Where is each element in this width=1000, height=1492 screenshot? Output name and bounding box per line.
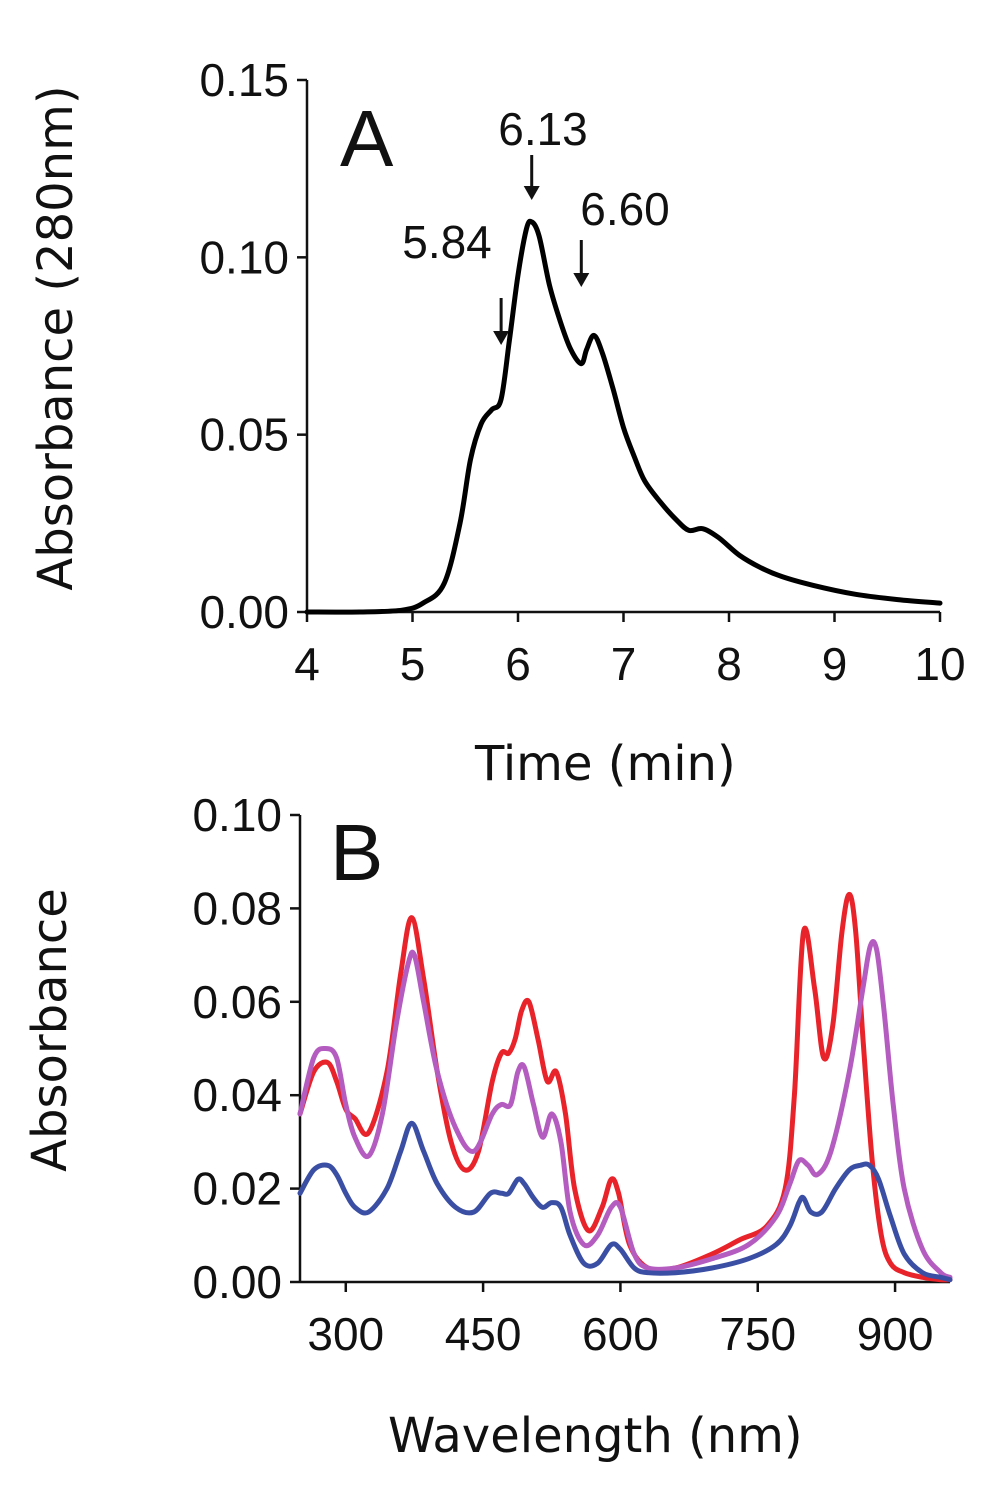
x-tick-label: 10: [914, 638, 965, 690]
peak-arrow-head: [493, 331, 510, 345]
y-tick-label: 0.15: [199, 54, 289, 106]
panel-a-letter: A: [340, 94, 394, 183]
y-tick-label: 0.08: [192, 882, 282, 934]
peak-annotation-label: 5.84: [402, 216, 492, 268]
peak-arrow-head: [573, 273, 590, 287]
y-tick-label: 0.05: [199, 409, 289, 461]
x-tick-label: 300: [307, 1308, 384, 1360]
y-tick-label: 0.04: [192, 1069, 282, 1121]
y-tick-label: 0.10: [192, 789, 282, 841]
x-tick-label: 750: [719, 1308, 796, 1360]
series-line-2: [297, 939, 953, 1280]
x-tick-label: 9: [822, 638, 848, 690]
series-line-1: [304, 218, 943, 615]
y-tick-label: 0.00: [192, 1256, 282, 1308]
panel-a-y-axis-title: Absorbance (280nm): [28, 85, 84, 590]
x-tick-label: 900: [857, 1308, 934, 1360]
peak-annotation-label: 6.60: [580, 183, 670, 235]
x-tick-label: 8: [716, 638, 742, 690]
x-tick-label: 600: [582, 1308, 659, 1360]
y-tick-label: 0.06: [192, 976, 282, 1028]
x-tick-label: 5: [400, 638, 426, 690]
y-tick-label: 0.02: [192, 1163, 282, 1215]
peak-arrow-head: [523, 186, 540, 200]
x-tick-label: 450: [445, 1308, 522, 1360]
peak-annotation-label: 6.13: [498, 103, 588, 155]
x-tick-label: 6: [505, 638, 531, 690]
series-line-1: [297, 891, 953, 1283]
x-tick-label: 7: [611, 638, 637, 690]
series-line-3: [297, 1120, 953, 1283]
panel-b: B Wavelength (nm) Absorbance 0.00 0.02 0.0…: [22, 789, 953, 1464]
panel-b-x-axis-title: Wavelength (nm): [388, 1408, 803, 1464]
x-tick-label: 4: [294, 638, 320, 690]
panel-a-x-axis-title: Time (min): [474, 736, 736, 792]
panel-a: A Time (min) Absorbance (280nm) 0.00 0.05…: [28, 54, 966, 792]
panel-b-letter: B: [330, 808, 383, 897]
y-tick-label: 0.10: [199, 231, 289, 283]
panel-b-y-axis-title: Absorbance: [22, 888, 78, 1172]
y-tick-label: 0.00: [199, 586, 289, 638]
